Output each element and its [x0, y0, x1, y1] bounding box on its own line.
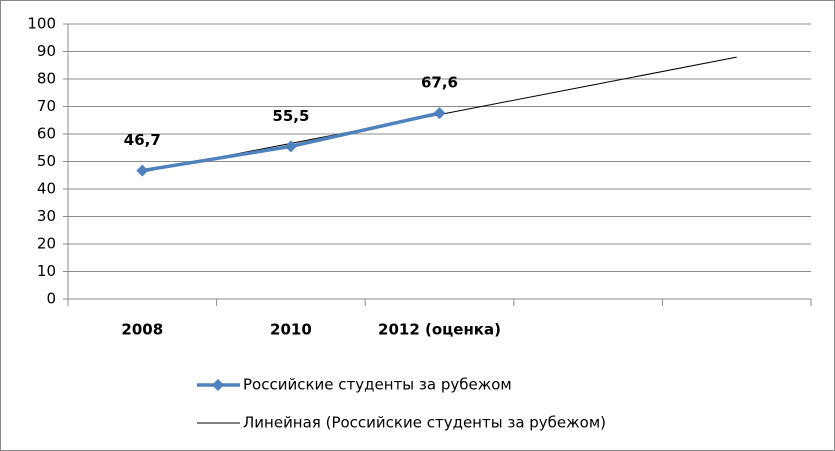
data-label: 67,6 [421, 74, 458, 92]
data-label: 46,7 [124, 131, 161, 149]
y-tick-label: 70 [37, 97, 56, 115]
y-tick-label: 40 [37, 180, 56, 198]
legend-label: Российские студенты за рубежом [243, 376, 512, 394]
y-tick-label: 20 [37, 235, 56, 253]
x-tick-label: 2010 [270, 321, 312, 339]
data-label: 55,5 [272, 107, 309, 125]
y-tick-label: 100 [27, 15, 56, 33]
y-tick-label: 60 [37, 125, 56, 143]
data-point [433, 107, 446, 120]
y-tick-label: 80 [37, 70, 56, 88]
legend-marker [212, 379, 224, 391]
y-tick-label: 30 [37, 207, 56, 225]
y-tick-label: 0 [46, 290, 56, 308]
x-tick-label: 2012 (оценка) [378, 321, 501, 339]
data-point [136, 164, 149, 177]
data-point [284, 140, 297, 153]
x-tick-label: 2008 [121, 321, 163, 339]
y-tick-label: 50 [37, 152, 56, 170]
y-tick-label: 10 [37, 262, 56, 280]
legend-label: Линейная (Российские студенты за рубежом… [243, 414, 606, 432]
y-tick-label: 90 [37, 42, 56, 60]
